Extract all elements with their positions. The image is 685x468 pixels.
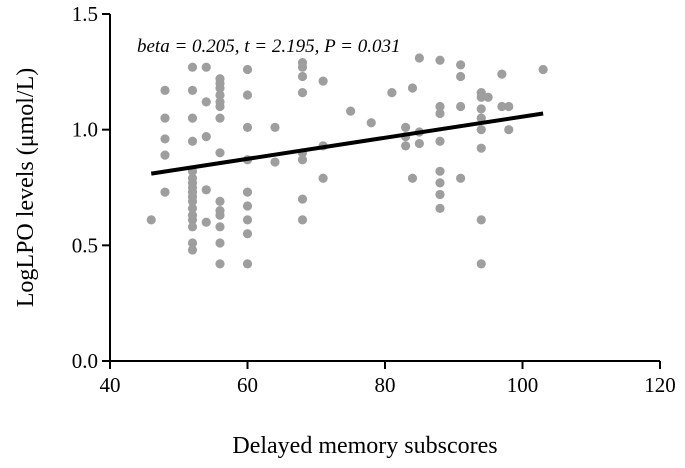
data-point <box>504 125 514 135</box>
plot-layer <box>146 53 548 269</box>
data-point <box>187 222 198 232</box>
data-point <box>215 238 225 248</box>
x-tick-label: 40 <box>100 373 121 397</box>
data-point <box>215 222 225 232</box>
x-tick-label: 120 <box>644 373 676 397</box>
data-point <box>160 187 170 197</box>
y-tick-label: 0.5 <box>72 233 98 257</box>
data-point <box>146 215 156 225</box>
ticks-layer: 0.0 0.5 1.0 1.5 40 60 80 100 120 <box>72 2 676 397</box>
data-point <box>318 173 328 183</box>
data-point <box>215 113 225 123</box>
data-point <box>201 185 211 195</box>
data-point <box>215 148 225 158</box>
x-tick-label: 100 <box>507 373 539 397</box>
data-point <box>407 173 418 183</box>
data-point <box>160 150 170 160</box>
data-point <box>242 201 253 211</box>
data-point <box>497 101 507 112</box>
data-point <box>476 259 486 269</box>
data-point <box>187 245 198 255</box>
data-point <box>297 88 308 98</box>
data-point <box>187 203 198 213</box>
data-point <box>215 196 225 206</box>
data-point <box>187 85 198 95</box>
stats-annotation: beta = 0.205, t = 2.195, P = 0.031 <box>137 36 400 57</box>
data-point <box>414 53 424 63</box>
data-point <box>435 108 445 119</box>
data-point <box>160 113 170 123</box>
regression-line <box>150 111 544 176</box>
data-point <box>270 157 280 167</box>
y-tick-label: 0.0 <box>72 349 98 373</box>
data-point <box>476 104 486 114</box>
data-point <box>187 215 198 225</box>
data-point <box>201 132 211 142</box>
data-point <box>215 83 225 93</box>
data-point <box>407 83 418 93</box>
data-point <box>187 136 198 146</box>
data-point <box>242 64 253 75</box>
data-point <box>476 125 486 135</box>
data-point <box>366 118 376 128</box>
data-point <box>297 71 308 82</box>
data-point <box>215 101 225 112</box>
data-point <box>435 136 445 146</box>
data-point <box>160 85 170 95</box>
data-point <box>476 92 486 102</box>
data-point <box>318 76 328 86</box>
data-point <box>187 196 198 206</box>
data-point <box>538 64 548 75</box>
data-point <box>476 215 486 225</box>
data-point <box>435 166 445 176</box>
data-point <box>483 92 493 102</box>
data-point <box>187 238 198 248</box>
data-point <box>456 101 466 112</box>
x-tick-label: 80 <box>375 373 396 397</box>
y-tick-label: 1.0 <box>72 118 98 142</box>
data-point <box>242 122 253 132</box>
data-point <box>297 194 308 204</box>
data-point <box>242 229 253 239</box>
data-point <box>201 97 211 107</box>
data-point <box>435 203 445 213</box>
data-point <box>346 106 356 116</box>
data-point <box>187 62 198 72</box>
x-axis-title: Delayed memory subscores <box>232 433 497 459</box>
y-tick-label: 1.5 <box>72 2 98 26</box>
data-point <box>187 113 198 123</box>
data-point <box>297 215 308 225</box>
data-point <box>387 88 397 98</box>
data-point <box>242 215 253 225</box>
data-point <box>160 134 170 144</box>
data-point <box>435 189 445 200</box>
y-axis-title: LogLPO levels (μmol/L) <box>13 68 39 308</box>
data-point <box>201 217 211 227</box>
data-point <box>201 62 211 72</box>
x-tick-label: 60 <box>237 373 258 397</box>
data-point <box>242 259 253 269</box>
data-point <box>215 259 225 269</box>
data-point <box>504 101 514 112</box>
data-point <box>297 155 308 165</box>
data-point <box>456 60 466 70</box>
data-point <box>270 122 280 132</box>
data-point <box>215 90 225 100</box>
data-point <box>456 173 466 183</box>
data-point <box>476 113 486 123</box>
data-point <box>242 90 253 100</box>
data-point <box>215 210 225 220</box>
data-point <box>401 122 411 132</box>
data-point <box>456 71 466 82</box>
data-point <box>497 69 507 79</box>
data-point <box>435 101 445 112</box>
data-point <box>435 178 445 188</box>
data-point <box>242 187 253 197</box>
data-point <box>414 138 424 149</box>
data-point <box>435 55 445 65</box>
data-point <box>297 62 308 72</box>
data-point <box>401 141 411 151</box>
data-point <box>476 143 486 153</box>
